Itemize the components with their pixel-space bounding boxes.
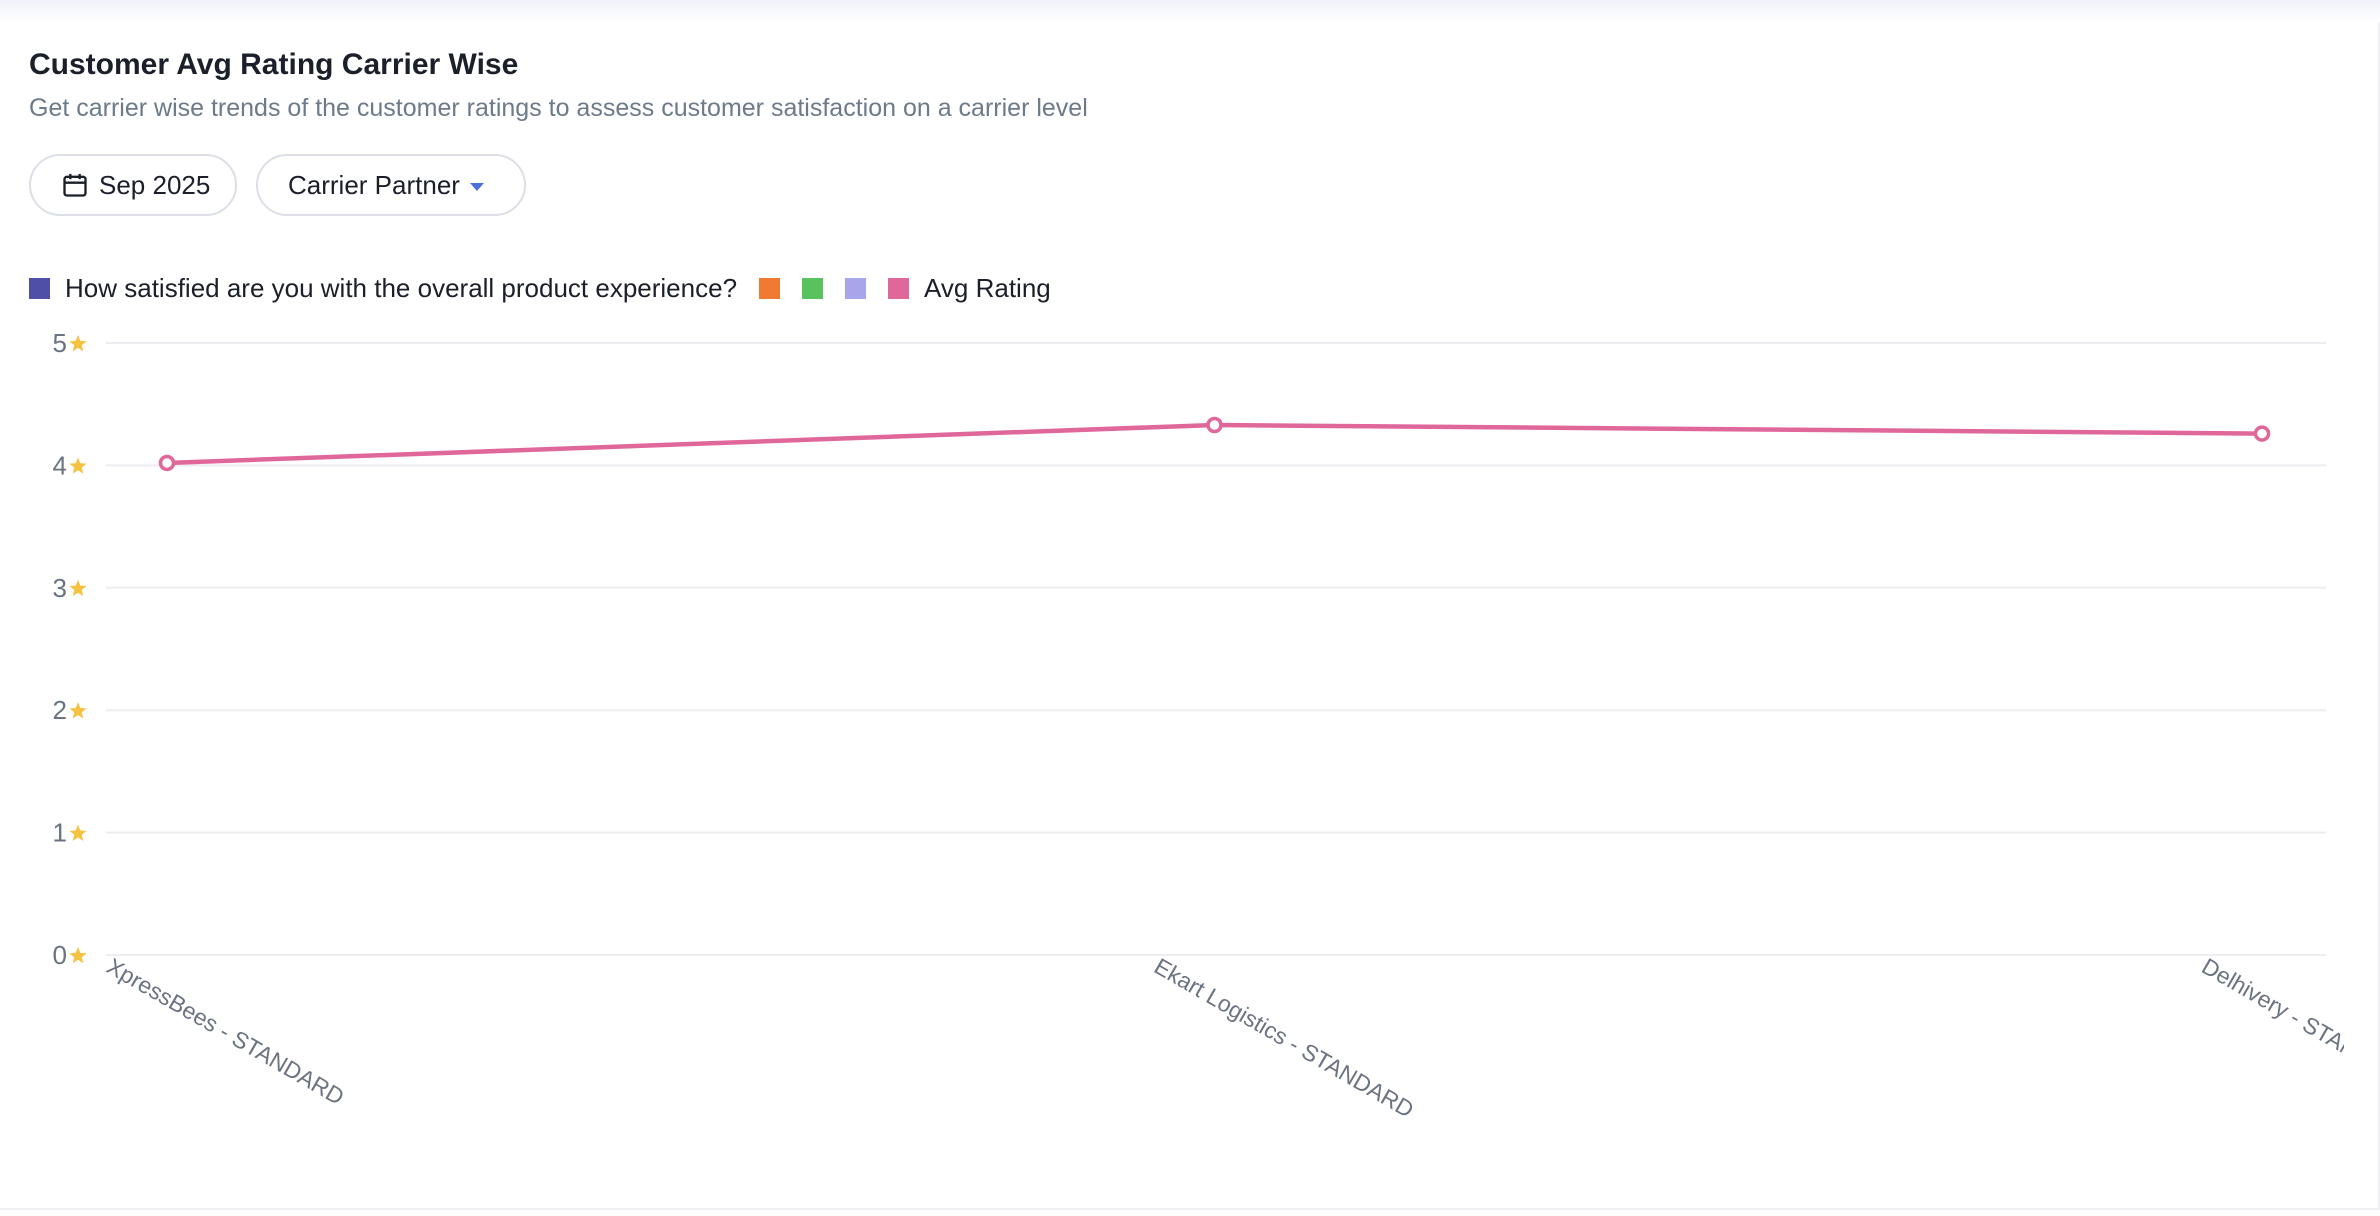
y-tick-label: 4 bbox=[53, 450, 67, 480]
star-icon bbox=[69, 335, 86, 351]
legend-swatch bbox=[29, 277, 50, 299]
star-icon bbox=[69, 457, 86, 473]
carrier-partner-dropdown[interactable]: Carrier Partner bbox=[256, 154, 526, 216]
chart-card bbox=[0, 22, 2380, 1210]
date-filter-label: Sep 2025 bbox=[99, 169, 211, 200]
data-point bbox=[161, 456, 174, 469]
date-filter-button[interactable]: Sep 2025 bbox=[29, 154, 237, 216]
y-tick-label: 5 bbox=[53, 328, 67, 358]
legend-item-green[interactable] bbox=[802, 277, 824, 299]
line-chart: 0 1 2 3 4 5 XpressBees - STANDARD Ekart Logisti… bbox=[0, 320, 2380, 1160]
legend-item-orange[interactable] bbox=[759, 277, 781, 299]
chart-subtitle: Get carrier wise trends of the customer … bbox=[29, 94, 1088, 122]
star-icon bbox=[69, 947, 86, 963]
chevron-down-icon bbox=[469, 182, 484, 191]
data-point bbox=[1208, 419, 1221, 432]
data-point bbox=[2256, 427, 2269, 440]
legend-item-avg-rating[interactable]: Avg Rating bbox=[888, 273, 1051, 304]
x-tick-label: XpressBees - STANDARD bbox=[103, 953, 349, 1110]
star-icon bbox=[69, 702, 86, 718]
legend-swatch bbox=[845, 277, 867, 299]
star-icon bbox=[69, 580, 86, 596]
calendar-icon bbox=[63, 173, 87, 197]
y-tick-label: 0 bbox=[53, 940, 67, 970]
star-icon bbox=[69, 825, 86, 841]
x-tick-label: Ekart Logistics - STANDARD bbox=[1150, 953, 1418, 1123]
chart-legend: How satisfied are you with the overall p… bbox=[29, 272, 1073, 304]
legend-label: How satisfied are you with the overall p… bbox=[65, 272, 738, 303]
chart-title: Customer Avg Rating Carrier Wise bbox=[29, 48, 519, 81]
legend-swatch bbox=[802, 277, 824, 299]
legend-item-lavender[interactable] bbox=[845, 277, 867, 299]
carrier-partner-label: Carrier Partner bbox=[288, 169, 460, 200]
legend-swatch bbox=[759, 277, 781, 299]
legend-swatch bbox=[888, 277, 910, 299]
y-tick-label: 3 bbox=[53, 573, 67, 603]
legend-item-satisfaction[interactable]: How satisfied are you with the overall p… bbox=[29, 273, 737, 304]
top-shadow bbox=[0, 0, 2380, 22]
y-tick-label: 2 bbox=[53, 695, 67, 725]
y-tick-label: 1 bbox=[53, 818, 67, 848]
legend-label: Avg Rating bbox=[924, 272, 1051, 303]
